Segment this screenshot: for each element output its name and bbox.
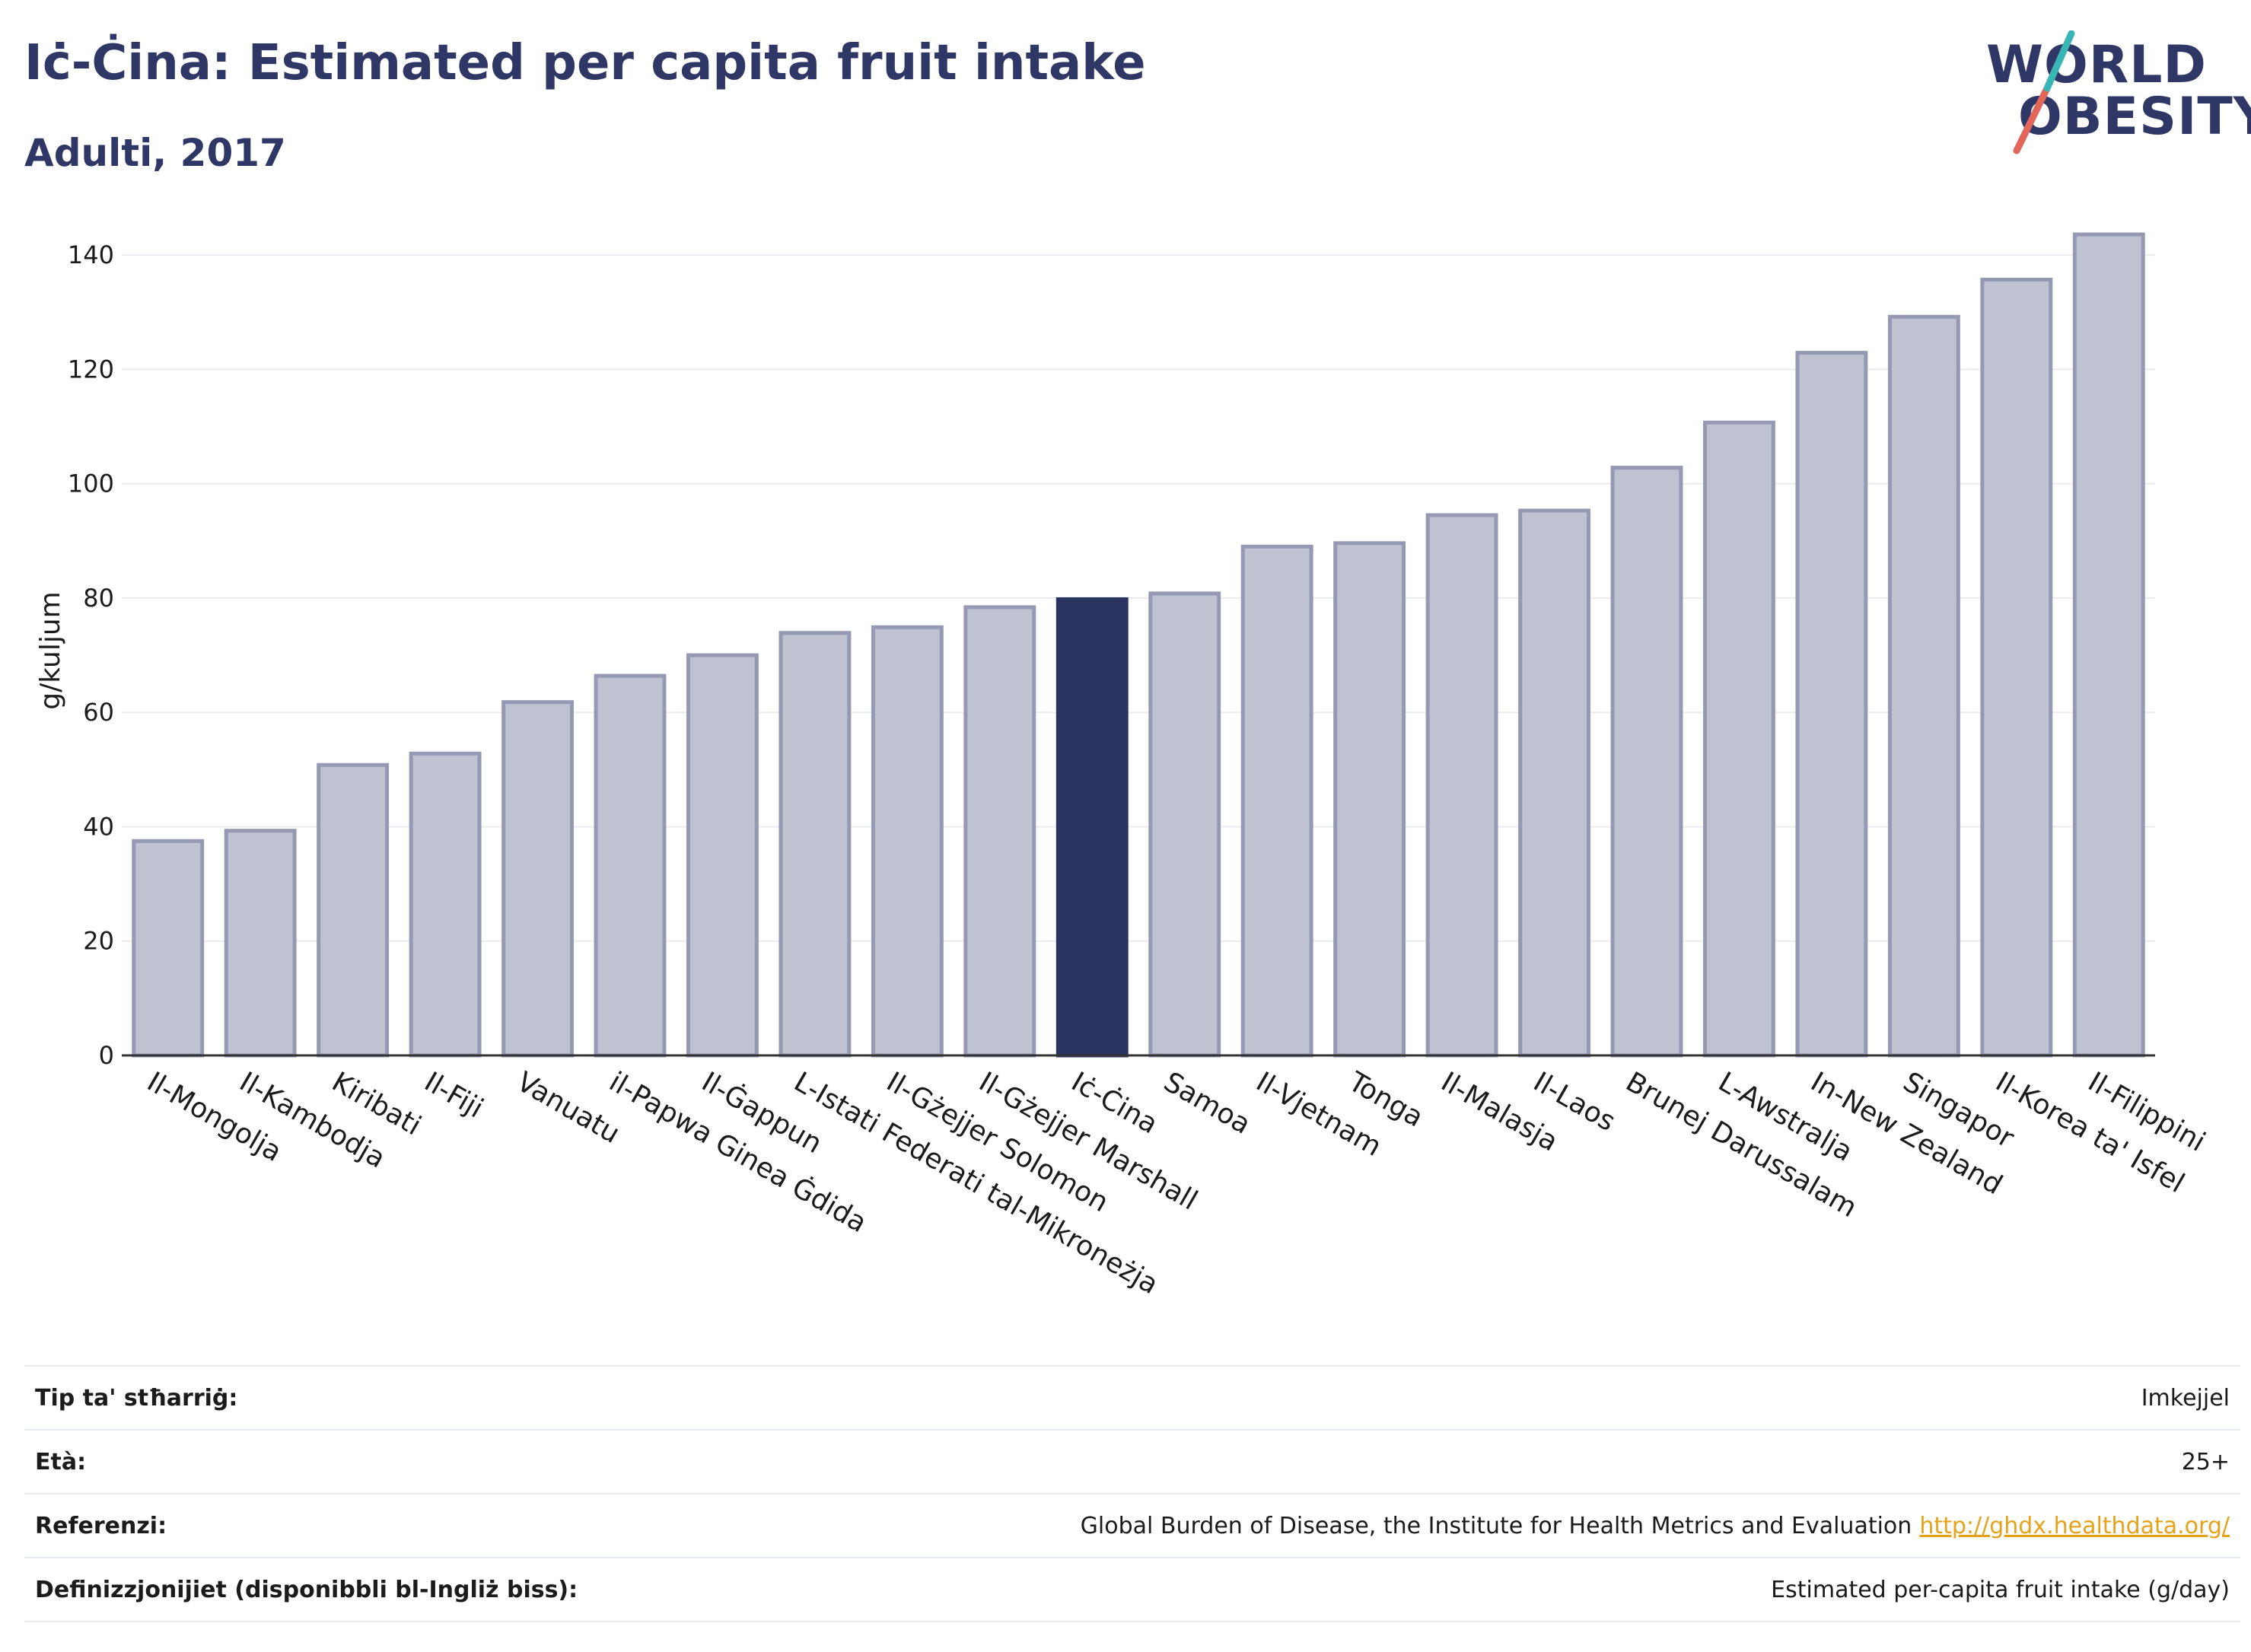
y-tick-label: 100 xyxy=(68,469,114,498)
info-key: Definizzjonijiet (disponibbli bl-Ingliż … xyxy=(35,1576,578,1603)
info-value: Estimated per-capita fruit intake (g/day… xyxy=(1771,1576,2230,1603)
bar xyxy=(1703,420,1775,1058)
bars xyxy=(132,232,2145,1058)
bar xyxy=(317,762,390,1058)
x-tick-label: Il-Fiji xyxy=(419,1066,489,1124)
bar xyxy=(1887,314,1960,1058)
world-obesity-logo: WORLD OBESITY xyxy=(1986,30,2251,167)
bar xyxy=(686,653,759,1058)
y-tick-label: 60 xyxy=(83,698,114,727)
bar xyxy=(1333,541,1406,1058)
bar xyxy=(1148,591,1221,1058)
bar xyxy=(409,751,482,1058)
bar xyxy=(501,700,574,1058)
x-tick-label: Samoa xyxy=(1158,1066,1256,1141)
info-row-age: Età: 25+ xyxy=(24,1429,2240,1493)
logo-slash-icon xyxy=(2013,30,2075,154)
info-row-definitions: Definizzjonijiet (disponibbli bl-Ingliż … xyxy=(24,1557,2240,1622)
bar xyxy=(963,605,1036,1058)
info-value: 25+ xyxy=(2181,1448,2230,1475)
bar xyxy=(1055,597,1129,1058)
bar xyxy=(224,829,297,1058)
y-axis-label: g/kuljum xyxy=(35,591,66,709)
y-tick-label: 0 xyxy=(99,1041,114,1070)
info-key: Referenzi: xyxy=(35,1512,167,1539)
bar xyxy=(871,625,944,1058)
info-key: Tip ta' stħarriġ: xyxy=(35,1384,238,1412)
x-tick-label: Vanuatu xyxy=(511,1066,625,1150)
bar xyxy=(1518,508,1590,1058)
bar xyxy=(594,673,667,1058)
bar xyxy=(1795,351,1868,1058)
bar xyxy=(1610,466,1683,1058)
reference-link[interactable]: http://ghdx.healthdata.org/ xyxy=(1919,1512,2230,1539)
info-value: Imkejjel xyxy=(2141,1384,2230,1412)
bar xyxy=(1240,544,1313,1058)
info-value-wrap: Global Burden of Disease, the Institute … xyxy=(1081,1513,2240,1539)
info-row-references: Referenzi: Global Burden of Disease, the… xyxy=(24,1493,2240,1557)
logo-line-2: OBESITY xyxy=(2018,87,2251,147)
bar xyxy=(1425,513,1498,1058)
y-tick-label: 40 xyxy=(83,812,114,841)
y-tick-label: 120 xyxy=(68,355,114,384)
chart-subtitle: Adulti, 2017 xyxy=(24,131,286,175)
y-tick-label: 140 xyxy=(68,240,114,269)
info-key: Età: xyxy=(35,1448,87,1475)
bar xyxy=(778,631,852,1058)
bar xyxy=(2072,232,2145,1058)
y-tick-label: 80 xyxy=(83,584,114,613)
info-row-survey-type: Tip ta' stħarriġ: Imkejjel xyxy=(24,1365,2240,1429)
logo-line-1: WORLD xyxy=(1986,35,2207,95)
bar xyxy=(132,839,205,1058)
info-value: Global Burden of Disease, the Institute … xyxy=(1080,1512,1912,1539)
y-tick-label: 20 xyxy=(83,927,114,956)
info-table: Tip ta' stħarriġ: Imkejjel Età: 25+ Refe… xyxy=(24,1365,2240,1622)
chart-title: Iċ-Ċina: Estimated per capita fruit inta… xyxy=(24,35,1146,91)
bar-chart: 020406080100120140Il-MongoljaIl-Kambodja… xyxy=(35,232,2211,1300)
bar xyxy=(1980,277,2053,1058)
